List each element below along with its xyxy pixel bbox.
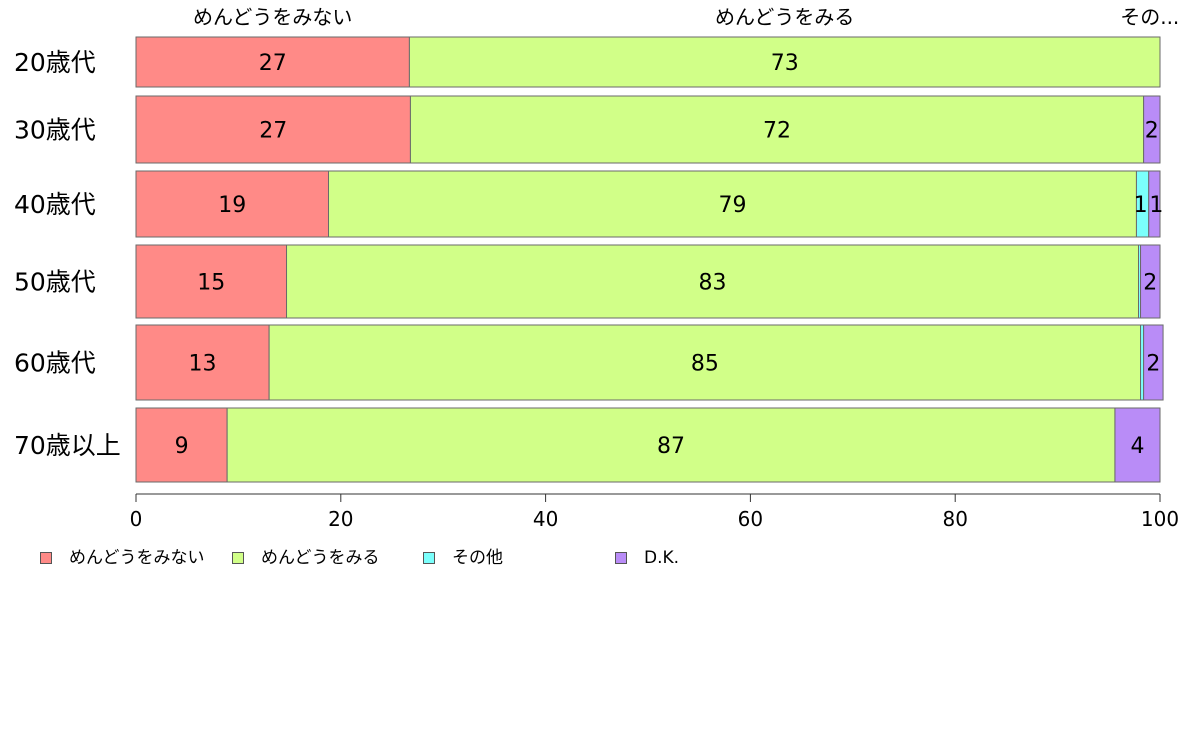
- bar-segment: [135, 244, 288, 319]
- bar-segment: [268, 324, 1142, 401]
- category-label: 30歳代: [14, 116, 96, 145]
- legend-item-dk: D.K.: [615, 548, 679, 568]
- x-tick-label: 40: [533, 507, 558, 531]
- data-label: 2: [1143, 271, 1157, 296]
- legend-item-other: その他: [423, 548, 503, 568]
- top-segment-label: めんどうをみない: [193, 5, 352, 29]
- bar-segment: [1148, 170, 1161, 238]
- bar-segment: [408, 36, 1161, 88]
- category-label: 40歳代: [14, 190, 96, 219]
- bar-segment: [1114, 407, 1161, 483]
- x-tick-label: 60: [738, 507, 763, 531]
- data-label: 1: [1149, 193, 1163, 218]
- data-label: 27: [259, 51, 287, 76]
- bar-segment: [135, 95, 411, 164]
- data-label: 73: [771, 51, 799, 76]
- category-label: 60歳代: [14, 349, 96, 378]
- bar-segment: [1143, 95, 1161, 164]
- data-label: 2: [1145, 119, 1159, 144]
- x-tick-label: 100: [1141, 507, 1179, 531]
- legend-swatch: [40, 552, 52, 564]
- x-tick-label: 0: [130, 507, 143, 531]
- data-label: 27: [259, 119, 287, 144]
- legend-item-miru: めんどうをみる: [232, 548, 380, 568]
- data-label: 85: [691, 352, 719, 377]
- data-label: 1: [1134, 193, 1148, 218]
- bar-segment: [328, 170, 1137, 238]
- legend: めんどうをみない めんどうをみる その他 D.K.: [40, 548, 800, 568]
- data-label: 72: [763, 119, 791, 144]
- data-label: 2: [1146, 352, 1160, 377]
- bar-segment: [135, 407, 228, 483]
- data-label: 9: [175, 434, 189, 459]
- x-tick-label: 80: [942, 507, 967, 531]
- legend-label: めんどうをみる: [261, 548, 380, 568]
- x-tick-label: 20: [328, 507, 353, 531]
- top-segment-label: その...: [1120, 5, 1179, 29]
- category-label: 20歳代: [14, 48, 96, 77]
- legend-label: D.K.: [644, 548, 680, 568]
- bar-segment: [135, 170, 330, 238]
- bar-segment: [1140, 244, 1161, 319]
- legend-label: めんどうをみない: [69, 548, 205, 568]
- data-label: 79: [718, 193, 746, 218]
- category-label: 70歳以上: [14, 431, 121, 460]
- data-label: 83: [699, 271, 727, 296]
- data-label: 13: [189, 352, 217, 377]
- data-label: 4: [1130, 434, 1144, 459]
- legend-label: その他: [452, 548, 503, 568]
- data-label: 19: [218, 193, 246, 218]
- bar-segment: [286, 244, 1139, 319]
- legend-swatch: [232, 552, 244, 564]
- legend-swatch: [615, 552, 627, 564]
- top-segment-label: めんどうをみる: [715, 5, 854, 29]
- data-label: 87: [657, 434, 685, 459]
- bar-segment: [1143, 324, 1164, 401]
- bar-segment: [409, 95, 1145, 164]
- legend-swatch: [423, 552, 435, 564]
- bar-segment: [135, 36, 410, 88]
- data-label: 15: [197, 271, 225, 296]
- category-label: 50歳代: [14, 268, 96, 297]
- legend-item-minai: めんどうをみない: [40, 548, 205, 568]
